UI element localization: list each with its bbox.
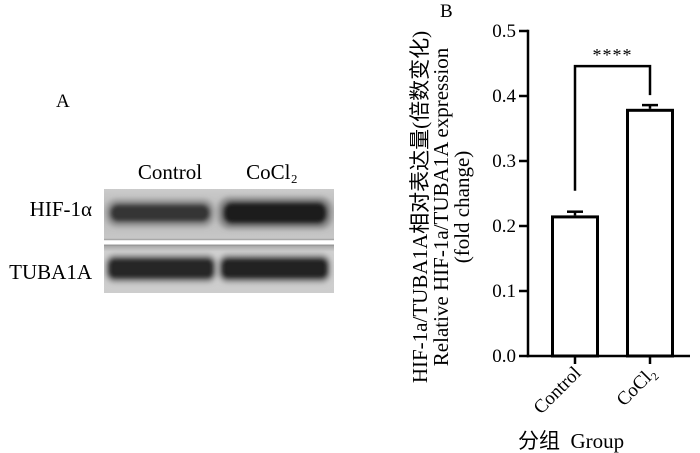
y-axis-title-line-3: (fold change) [450,151,474,264]
panel-b: B HIF-1a/TUBA1A相对表达量(倍数变化) Relative HIF-… [408,1,690,453]
band-tuba1a-cocl2 [221,258,328,279]
significance-label: **** [593,45,633,65]
band-tuba1a-control [108,258,214,279]
bar-chart: 0.0 0.1 0.2 0.3 0.4 0.5 Control CoCl₂ **** [492,21,690,419]
blot-tuba1a [104,246,334,293]
row-label-hif1a: HIF-1α [30,197,92,221]
y-tick-label: 0.5 [492,21,516,42]
panel-a-label: A [56,91,70,112]
y-tick-label: 0.2 [492,216,516,237]
y-axis-title-line-1: HIF-1a/TUBA1A相对表达量(倍数变化) [408,31,432,383]
y-tick-label: 0.1 [492,281,516,302]
significance-bracket [573,64,652,191]
x-axis-title: 分组 Group [518,429,624,453]
lane-label-control: Control [138,160,202,184]
y-tick-label: 0.3 [492,151,516,172]
band-hif1a-cocl2 [223,202,327,224]
row-label-tuba1a: TUBA1A [9,260,93,284]
lane-label-cocl2: CoCl₂ [246,160,298,184]
blot-hif1a [104,189,334,239]
band-hif1a-control [110,204,210,222]
bar-2 [626,108,674,358]
panel-b-label: B [440,1,453,22]
panel-a: A Control CoCl₂ HIF-1α TUBA1A [9,91,334,293]
bar-1 [551,215,599,358]
x-tick-label: CoCl₂ [613,363,661,411]
y-axis-title-line-2: Relative HIF-1a/TUBA1A expression [429,47,453,366]
x-tick-label: Control [530,363,586,419]
y-tick-label: 0.0 [492,346,516,367]
y-tick-label: 0.4 [492,86,516,107]
